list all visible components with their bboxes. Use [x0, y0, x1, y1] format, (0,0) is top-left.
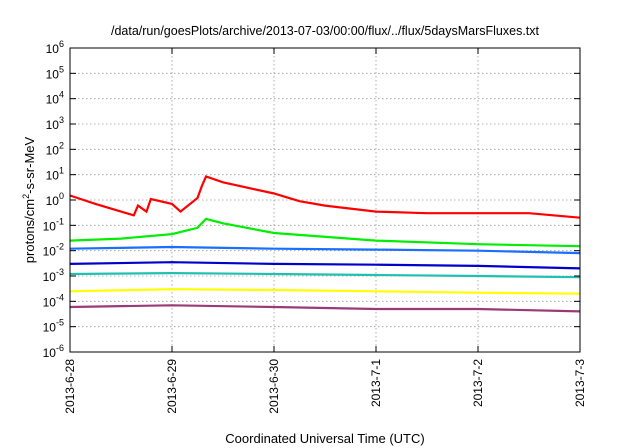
x-tick-label: 2013-7-2: [471, 359, 485, 407]
y-tick-label: 10-4: [43, 292, 64, 309]
y-tick-label: 10-6: [43, 343, 64, 360]
x-tick-label: 2013-7-1: [369, 359, 383, 407]
series-line-2: [69, 217, 581, 248]
y-axis-label-exponent: 2: [21, 194, 31, 199]
tick-layer: 10-6 10-5 10-4 10-3 10-2 10-1 100 101 102 103 104 1…: [43, 39, 587, 414]
x-tick-label: 2013-6-28: [63, 359, 77, 414]
x-tick-label: 2013-6-29: [165, 359, 179, 414]
y-tick-label: 10-3: [43, 267, 64, 284]
y-tick-label: 105: [46, 64, 64, 81]
series-line-6: [69, 288, 581, 295]
y-tick-label: 10-2: [43, 242, 64, 259]
y-axis-label-text: protons/cm2-s-sr-MeV: [21, 136, 37, 263]
y-tick-label: 103: [46, 115, 64, 132]
grid-layer: [70, 48, 580, 352]
y-axis-label: protons/cm2-s-sr-MeV: [21, 136, 37, 263]
y-tick-label: 101: [46, 166, 64, 183]
series-line-4: [69, 261, 581, 270]
x-axis-label: Coordinated Universal Time (UTC): [225, 431, 424, 446]
x-tick-label: 2013-6-30: [267, 359, 281, 414]
x-tick-label: 2013-7-3: [573, 359, 587, 407]
series-line-7: [69, 304, 581, 313]
series-layer: [69, 175, 581, 313]
series-line-3: [69, 245, 581, 255]
y-tick-label: 104: [46, 90, 64, 107]
y-tick-label: 10-5: [43, 318, 64, 335]
y-tick-label: 102: [46, 140, 64, 157]
y-tick-label: 10-1: [43, 216, 64, 233]
series-line-5: [69, 271, 581, 279]
y-axis-label-suffix: -s-sr-MeV: [22, 136, 37, 193]
y-tick-label: 100: [46, 191, 64, 208]
y-tick-label: 106: [46, 39, 64, 56]
y-axis-label-prefix: protons/cm: [22, 199, 37, 263]
series-line-1: [69, 175, 581, 219]
chart-title: /data/run/goesPlots/archive/2013-07-03/0…: [111, 24, 540, 38]
